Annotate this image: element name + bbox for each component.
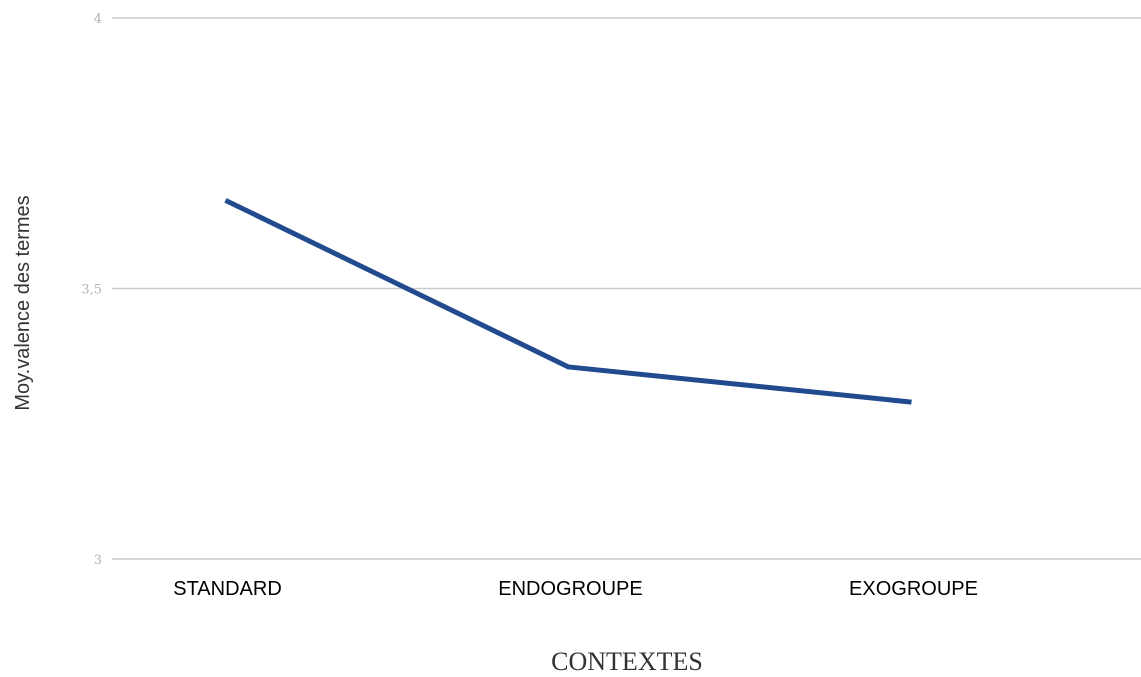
y-tick-label: 3 <box>94 553 102 568</box>
y-axis-ticks: 33,54 <box>81 12 102 568</box>
x-axis-ticks: STANDARD ENDOGROUPE EXOGROUPE <box>173 578 978 600</box>
x-tick-label: ENDOGROUPE <box>498 578 642 600</box>
y-tick-label: 3,5 <box>81 283 102 298</box>
x-tick-label: STANDARD <box>173 578 282 600</box>
y-axis-label: Moy.valence des termes <box>12 195 34 410</box>
x-tick-label: EXOGROUPE <box>849 578 978 600</box>
series-line <box>224 198 912 405</box>
x-axis-label: CONTEXTES <box>551 647 703 676</box>
series-layer <box>224 198 912 405</box>
y-tick-label: 4 <box>94 12 102 27</box>
gridlines <box>112 17 1141 560</box>
